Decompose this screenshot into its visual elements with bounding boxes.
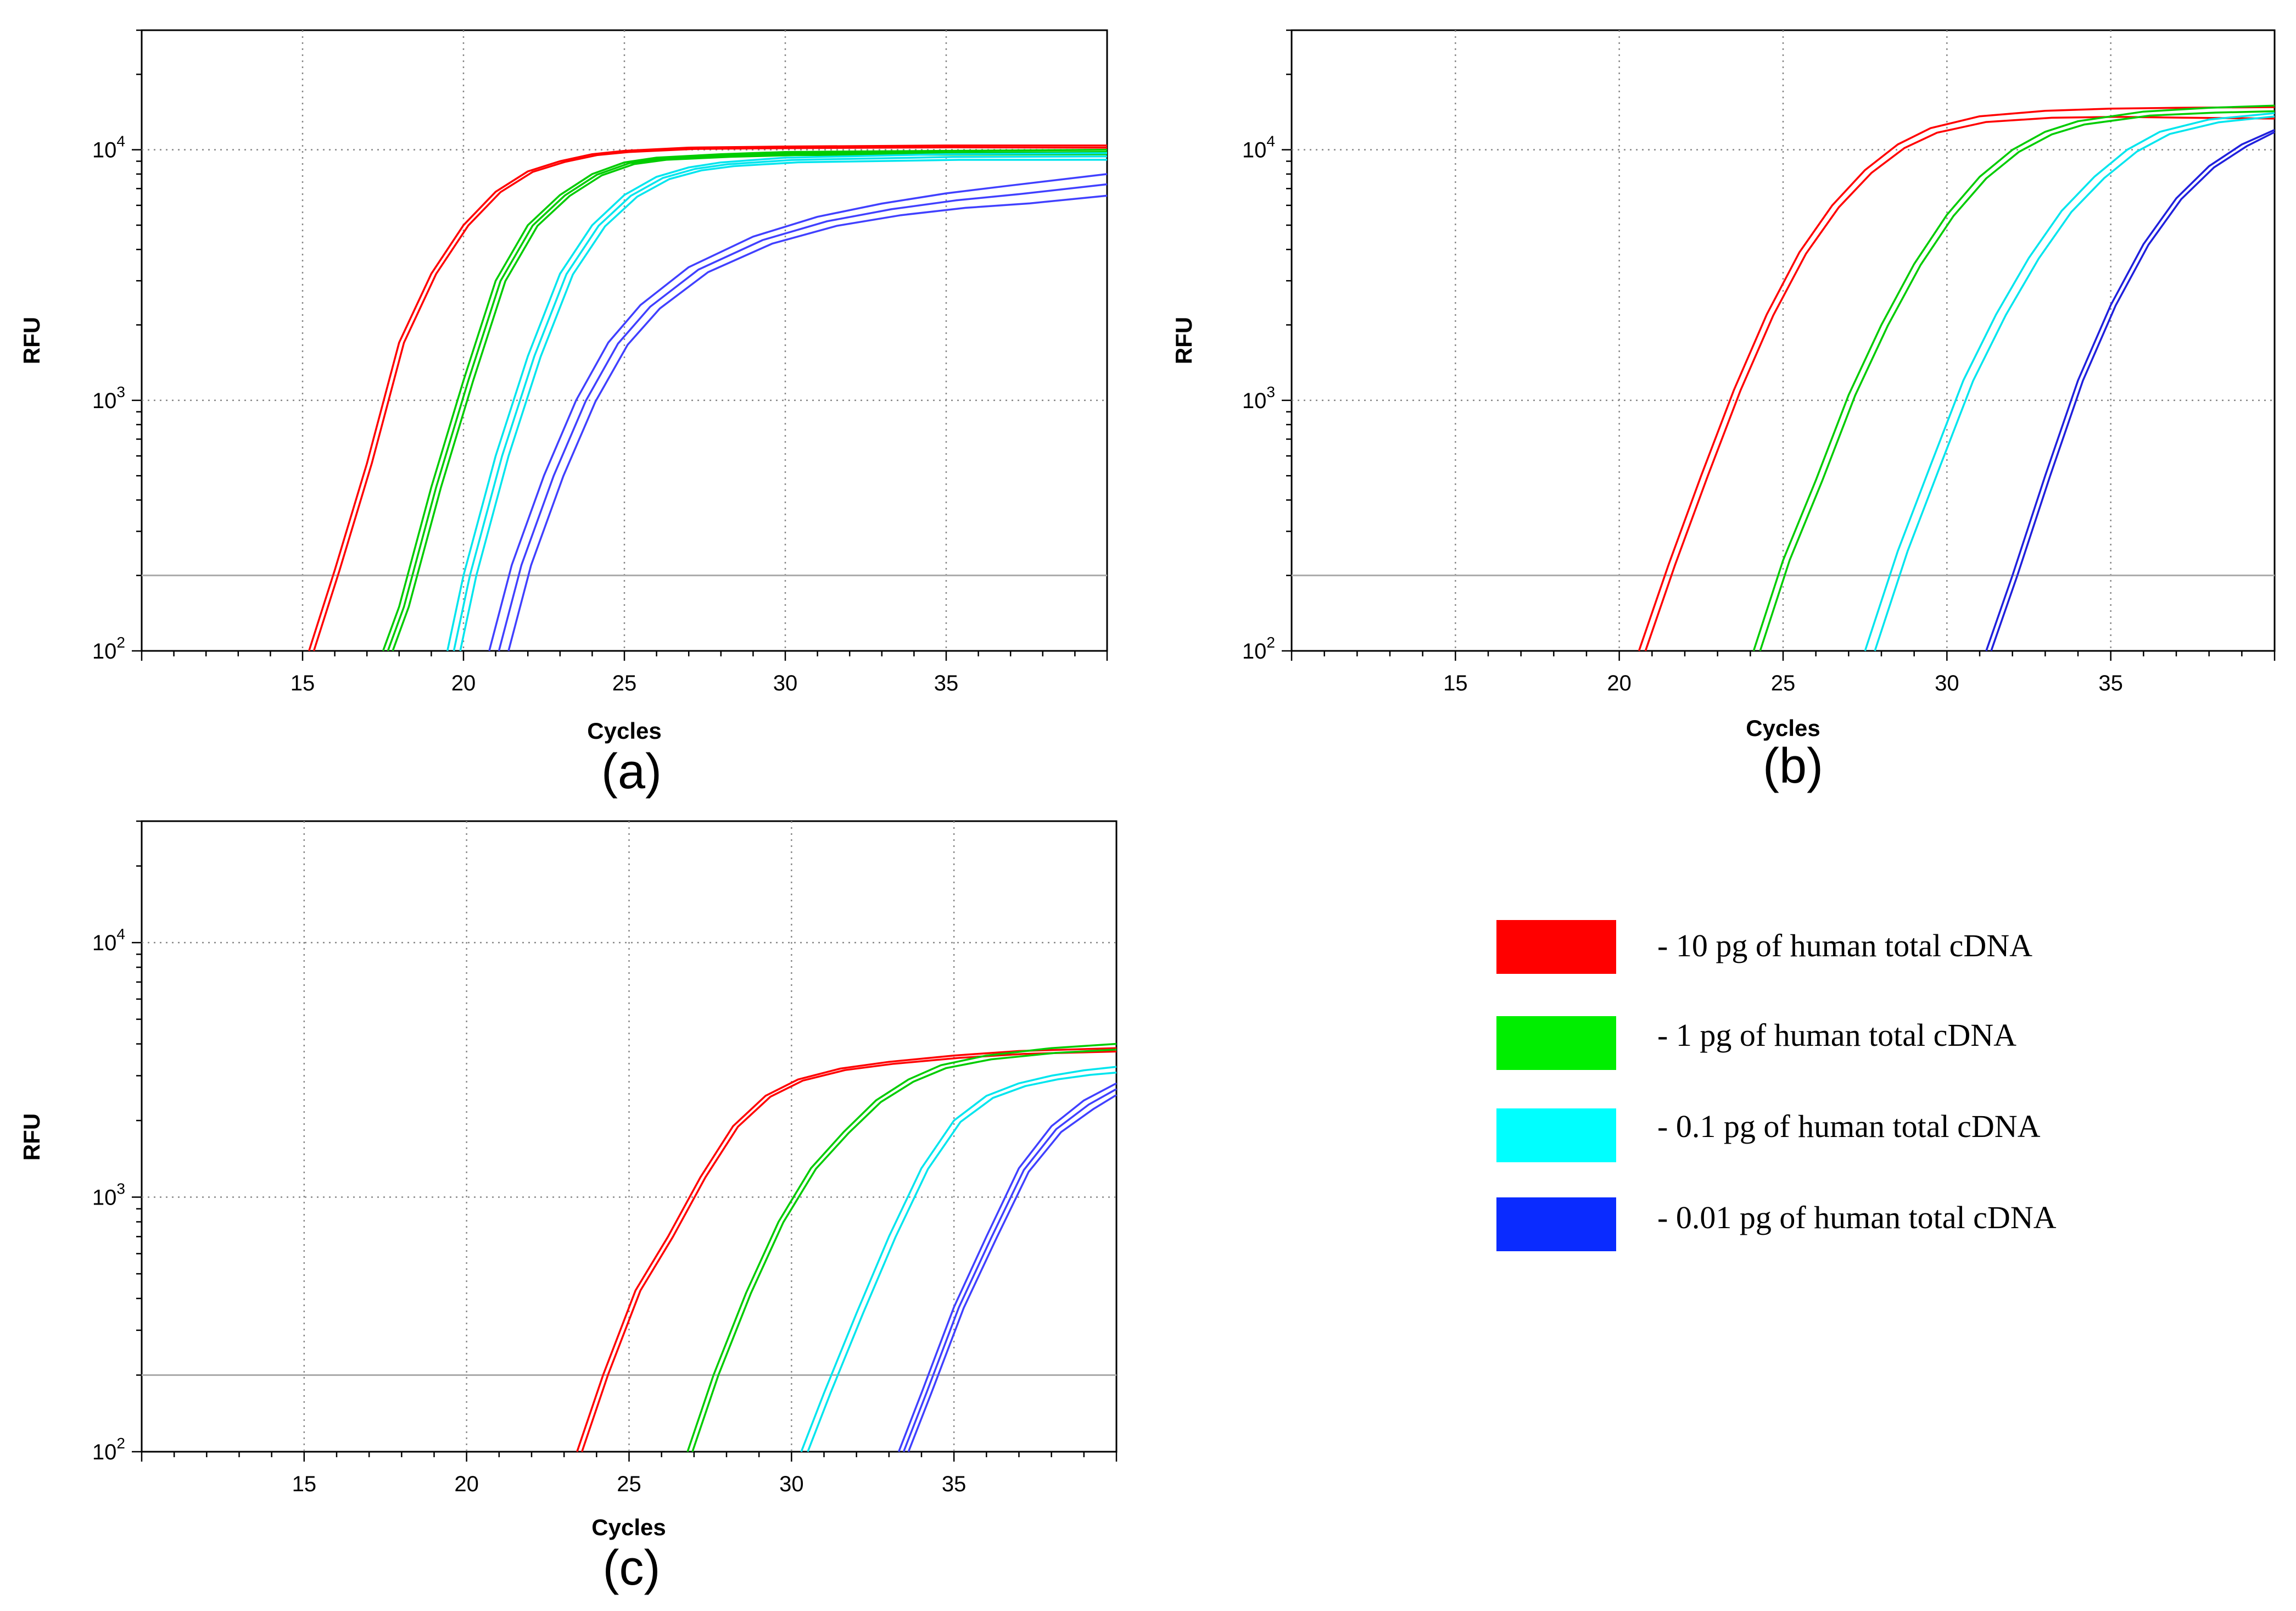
legend-item: - 0.01 pg of human total cDNA <box>1496 1197 2057 1251</box>
x-tick-label: 30 <box>773 671 798 695</box>
x-tick-label: 15 <box>292 1472 317 1496</box>
y-tick-label: 104 <box>92 926 125 955</box>
series-line <box>807 1071 1117 1452</box>
series-line <box>1644 116 2275 651</box>
plot-area <box>141 29 1108 652</box>
legend-label: - 0.01 pg of human total cDNA <box>1657 1200 2057 1235</box>
x-tick-label: 15 <box>1443 671 1468 695</box>
series-line <box>453 155 1108 651</box>
x-tick-label: 25 <box>617 1472 641 1496</box>
y-tick-label: 104 <box>92 133 125 163</box>
legend: - 10 pg of human total cDNA - 1 pg of hu… <box>1496 920 2057 1251</box>
series-line <box>308 144 1107 651</box>
x-tick-label: 20 <box>1607 671 1632 695</box>
series-line <box>1638 106 2275 651</box>
series-line <box>1874 115 2275 651</box>
series-line <box>576 1047 1117 1452</box>
series-line <box>387 150 1108 651</box>
series-line <box>1990 131 2275 651</box>
y-tick-label: 102 <box>92 1435 125 1464</box>
series-line <box>1752 104 2275 651</box>
series-line <box>691 1049 1117 1452</box>
y-tick-label: 103 <box>92 1180 125 1210</box>
panel-label: (a) <box>601 744 662 799</box>
series-line <box>581 1050 1117 1452</box>
series-line <box>907 1094 1117 1452</box>
x-tick-label: 30 <box>779 1472 804 1496</box>
legend-swatch <box>1496 920 1616 974</box>
series-line <box>897 1082 1117 1452</box>
series-line <box>312 146 1108 651</box>
x-tick-label: 25 <box>1771 671 1796 695</box>
panel-label: (c) <box>603 1541 661 1596</box>
series-line <box>459 159 1108 651</box>
legend-item: - 10 pg of human total cDNA <box>1496 920 2032 974</box>
y-axis-label: RFU <box>19 317 44 364</box>
legend-swatch <box>1496 1197 1616 1251</box>
y-tick-label: 103 <box>92 383 125 413</box>
series-line <box>392 153 1108 651</box>
series-line <box>686 1043 1117 1452</box>
x-tick-label: 35 <box>934 671 959 695</box>
y-tick-label: 103 <box>1242 383 1275 413</box>
y-tick-label: 102 <box>1242 634 1275 664</box>
x-tick-label: 20 <box>454 1472 479 1496</box>
x-axis-label: Cycles <box>1746 715 1820 741</box>
x-tick-label: 30 <box>1935 671 1959 695</box>
legend-swatch <box>1496 1016 1616 1070</box>
x-tick-label: 25 <box>612 671 637 695</box>
y-tick-label: 104 <box>1242 133 1275 163</box>
series-line <box>382 148 1108 651</box>
series-line <box>488 173 1108 651</box>
y-axis-label: RFU <box>1171 317 1197 364</box>
chart-panel-b: 15 20 25 30 35 102 103 104 Cycles RFU (b) <box>1171 29 2276 794</box>
series-line <box>902 1088 1117 1452</box>
chart-panel-c: 15 20 25 30 35 102 103 104 Cycles RFU (c) <box>19 820 1118 1596</box>
legend-item: - 1 pg of human total cDNA <box>1496 1016 2016 1070</box>
legend-label: - 1 pg of human total cDNA <box>1657 1017 2016 1053</box>
legend-label: - 0.1 pg of human total cDNA <box>1657 1108 2041 1144</box>
series-line <box>1864 112 2275 651</box>
x-axis-label: Cycles <box>591 1514 666 1540</box>
x-tick-label: 20 <box>451 671 476 695</box>
series-line <box>446 152 1108 651</box>
x-tick-label: 15 <box>291 671 315 695</box>
legend-swatch <box>1496 1108 1616 1162</box>
series-line <box>498 183 1108 651</box>
y-tick-label: 102 <box>92 634 125 664</box>
series-line <box>1759 110 2275 651</box>
series-line <box>507 194 1108 651</box>
series-line <box>800 1066 1117 1452</box>
series-line <box>1985 129 2275 651</box>
chart-panel-a: 15 20 25 30 35 102 103 104 Cycles RFU (a) <box>19 29 1108 799</box>
legend-label: - 10 pg of human total cDNA <box>1657 928 2032 963</box>
x-axis-label: Cycles <box>587 718 661 744</box>
x-tick-label: 35 <box>942 1472 967 1496</box>
legend-item: - 0.1 pg of human total cDNA <box>1496 1108 2041 1162</box>
x-tick-label: 35 <box>2098 671 2123 695</box>
panel-label: (b) <box>1763 739 1823 794</box>
y-axis-label: RFU <box>19 1113 44 1161</box>
